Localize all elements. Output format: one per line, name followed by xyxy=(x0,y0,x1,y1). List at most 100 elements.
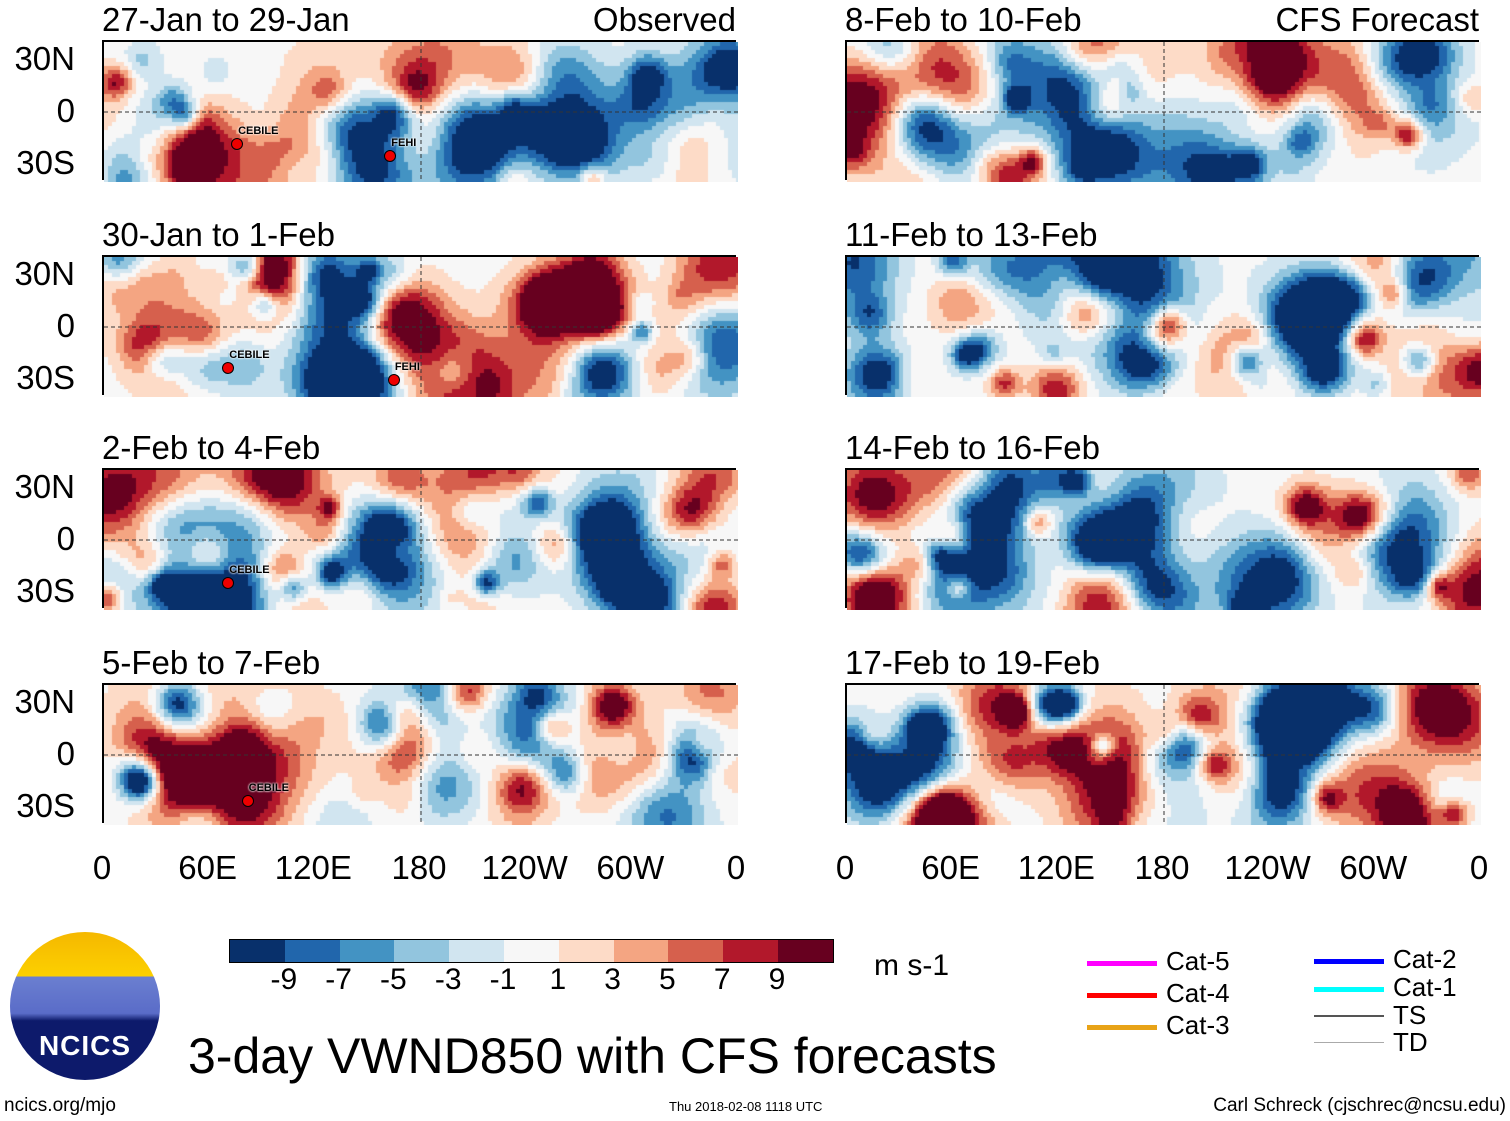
legend-label: Cat-4 xyxy=(1166,978,1230,1008)
storm-label: CEBILE xyxy=(248,782,289,795)
footer-right: Carl Schreck (cjschrec@ncsu.edu) xyxy=(1213,1095,1506,1116)
colorbar-swatch xyxy=(723,940,778,962)
lon-tick-label: 120W xyxy=(1224,849,1311,886)
storm-label: CEBILE xyxy=(229,348,270,361)
legend-line xyxy=(1087,961,1157,966)
panel-title: 30-Jan to 1-Feb xyxy=(102,216,335,253)
legend-label: TS xyxy=(1393,1000,1427,1030)
lat-tick-label: 30N xyxy=(14,468,75,505)
lon-tick-label: 60W xyxy=(1339,849,1408,886)
colorbar-unit: m s-1 xyxy=(874,949,949,982)
legend-line xyxy=(1314,1015,1384,1017)
lat-tick-label: 30N xyxy=(14,683,75,720)
lon-tick-label: 180 xyxy=(391,849,447,886)
colorbar-label: -3 xyxy=(434,963,462,996)
lon-tick-label: 0 xyxy=(92,849,112,886)
lat-tick-label: 30S xyxy=(16,572,75,609)
figure-title: 3-day VWND850 with CFS forecasts xyxy=(188,1028,997,1084)
colorbar-label: -7 xyxy=(325,963,352,996)
storm-marker xyxy=(222,361,235,374)
logo-text: NCICS xyxy=(38,1030,132,1061)
panel-title: 5-Feb to 7-Feb xyxy=(102,644,321,681)
map-overlay xyxy=(104,257,738,397)
legend-label: Cat-5 xyxy=(1166,946,1230,976)
lon-tick-label: 120W xyxy=(481,849,568,886)
lon-tick-label: 60E xyxy=(921,849,981,886)
map-panel xyxy=(845,468,1481,610)
legend-label: Cat-3 xyxy=(1166,1010,1230,1040)
panel-title: 11-Feb to 13-Feb xyxy=(845,216,1098,253)
colorbar-swatch xyxy=(449,940,504,962)
colorbar xyxy=(229,939,834,963)
panel-title: 8-Feb to 10-Feb xyxy=(845,1,1082,38)
ncics-logo: NCICS xyxy=(10,932,160,1080)
column-label: CFS Forecast xyxy=(1275,1,1479,38)
footer-left: ncics.org/mjo xyxy=(4,1095,116,1116)
colorbar-swatch xyxy=(558,940,614,962)
lon-tick-label: 180 xyxy=(1134,849,1190,886)
storm-label: CEBILE xyxy=(238,125,279,138)
lat-tick-label: 0 xyxy=(56,735,75,772)
column-label: Observed xyxy=(592,1,736,38)
map-panel xyxy=(845,255,1481,397)
map-overlay xyxy=(847,470,1481,610)
colorbar-swatch xyxy=(613,940,669,962)
storm-marker xyxy=(384,150,397,163)
map-overlay xyxy=(847,42,1481,182)
lat-tick-label: 0 xyxy=(56,520,75,557)
storm-label: FEHI xyxy=(391,137,417,150)
lon-tick-label: 120E xyxy=(274,849,352,886)
legend-label: TD xyxy=(1393,1027,1428,1057)
storm-marker xyxy=(222,576,235,589)
map-overlay xyxy=(847,685,1481,825)
lat-tick-label: 30S xyxy=(16,359,75,396)
legend-line xyxy=(1314,987,1384,992)
lat-tick-label: 30N xyxy=(14,255,75,292)
colorbar-label: 3 xyxy=(604,963,621,996)
map-panel: CEBILE xyxy=(102,683,738,825)
map-panel xyxy=(845,40,1481,182)
panel-title: 17-Feb to 19-Feb xyxy=(845,644,1100,681)
storm-label: CEBILE xyxy=(229,563,270,576)
map-overlay xyxy=(847,257,1481,397)
lat-tick-label: 0 xyxy=(56,92,75,129)
map-panel: CEBILE FEHI xyxy=(102,255,738,397)
storm-marker xyxy=(241,795,254,808)
panel-title: 14-Feb to 16-Feb xyxy=(845,429,1100,466)
colorbar-swatch xyxy=(394,940,450,962)
footer-center: Thu 2018-02-08 1118 UTC xyxy=(669,1099,823,1114)
colorbar-label: -9 xyxy=(270,963,298,996)
colorbar-swatch xyxy=(777,940,833,962)
lon-tick-label: 0 xyxy=(835,849,855,886)
legend-label: Cat-1 xyxy=(1393,972,1457,1002)
legend-line xyxy=(1314,1042,1384,1043)
lon-tick-label: 60W xyxy=(596,849,665,886)
map-panel: CEBILE FEHI xyxy=(102,40,738,182)
colorbar-swatch xyxy=(284,940,340,962)
colorbar-label: -1 xyxy=(489,963,517,996)
map-overlay xyxy=(104,685,738,825)
colorbar-swatch xyxy=(230,940,285,962)
colorbar-label: -5 xyxy=(380,963,407,996)
lon-tick-label: 60E xyxy=(178,849,238,886)
lat-tick-label: 30N xyxy=(14,40,75,77)
legend-label: Cat-2 xyxy=(1393,944,1457,974)
panel-title: 2-Feb to 4-Feb xyxy=(102,429,321,466)
legend-line xyxy=(1314,959,1384,964)
map-overlay xyxy=(104,470,738,610)
colorbar-label: 5 xyxy=(659,963,676,996)
lat-tick-label: 30S xyxy=(16,144,75,181)
colorbar-swatch xyxy=(668,940,724,962)
colorbar-label: 7 xyxy=(713,963,731,996)
lat-tick-label: 0 xyxy=(56,307,75,344)
map-panel xyxy=(845,683,1481,825)
colorbar-swatch xyxy=(339,940,395,962)
colorbar-label: 9 xyxy=(768,963,786,996)
legend-line xyxy=(1087,1025,1157,1030)
colorbar-label: 1 xyxy=(549,963,567,996)
colorbar-swatch xyxy=(503,940,559,962)
legend-line xyxy=(1087,993,1157,998)
lon-tick-label: 0 xyxy=(726,849,746,886)
lon-tick-label: 0 xyxy=(1469,849,1489,886)
